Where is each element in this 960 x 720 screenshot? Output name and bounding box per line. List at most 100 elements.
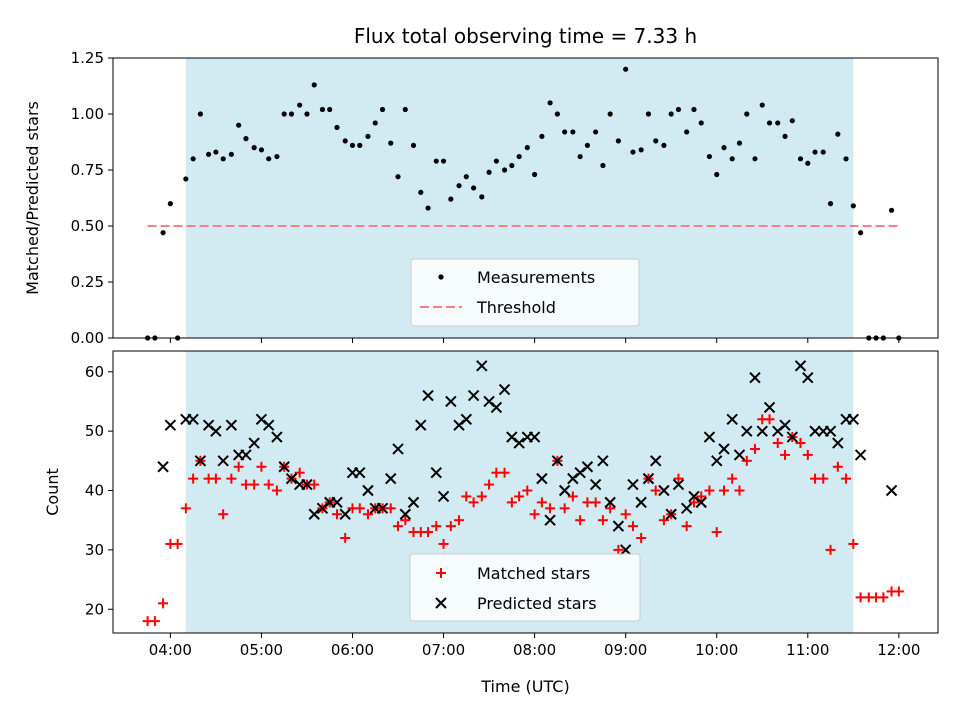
measurement-point [197, 111, 204, 117]
measurement-point [493, 158, 499, 164]
y-tick-label: 0.50 [71, 217, 104, 235]
measurement-point [653, 138, 659, 144]
predicted-star-point [339, 508, 351, 520]
predicted-star-point [331, 496, 343, 509]
predicted-star-point [544, 514, 556, 526]
predicted-star-point [741, 425, 753, 437]
predicted-star-point [445, 395, 457, 408]
measurement-point [251, 145, 257, 151]
matched-star-point [522, 485, 533, 496]
measurement-point [509, 162, 515, 169]
matched-star-point [454, 515, 465, 526]
measurement-points [145, 66, 902, 341]
measurement-point [843, 156, 849, 162]
matched-star-point [180, 503, 191, 514]
predicted-star-point [248, 437, 260, 449]
predicted-star-point [217, 455, 229, 467]
measurement-point [327, 106, 333, 113]
matched-star-point [764, 414, 775, 425]
top-y-axis-label: Matched/Predicted stars [23, 101, 42, 295]
measurement-point [630, 149, 636, 155]
predicted-star-point [385, 472, 397, 485]
predicted-star-point [779, 419, 791, 431]
measurement-point [395, 174, 401, 180]
predicted-star-point [157, 461, 169, 473]
matched-star-point [567, 491, 578, 502]
matched-star-point [802, 449, 813, 460]
measurement-point [827, 201, 834, 207]
matched-star-point [393, 521, 404, 532]
matched-star-point [506, 497, 517, 508]
predicted-star-point [225, 419, 238, 431]
measurement-point [698, 120, 704, 126]
measurement-point [532, 171, 538, 178]
measurement-point [607, 111, 613, 117]
matched-star-point [249, 479, 260, 490]
measurement-point [342, 138, 348, 144]
matched-star-point [294, 467, 305, 478]
matched-star-point [893, 586, 904, 597]
predicted-star-point [430, 466, 442, 479]
matched-star-point [559, 503, 570, 514]
legend-plus-glyph [436, 568, 446, 578]
measurement-point [645, 111, 652, 117]
legend-predicted-label: Predicted stars [477, 594, 597, 613]
measurement-point [266, 156, 272, 162]
measurement-point [486, 169, 492, 175]
measurement-point [516, 153, 522, 160]
predicted-star-point [422, 389, 434, 402]
matched-star-point [499, 467, 510, 478]
y-tick-label: 0.00 [71, 329, 104, 347]
top-panel-ticks: 0.00 0.25 0.50 0.75 1.00 1.25 [71, 49, 900, 347]
measurement-point [190, 156, 196, 162]
matched-star-point [772, 438, 783, 449]
x-tick-label: 06:00 [331, 641, 374, 659]
y-tick-label: 1.25 [71, 49, 104, 67]
bottom-panel-ticks: 20 30 40 50 60 04:00 05:00 06:00 07:00 08:00 09:00… [85, 363, 921, 659]
measurement-point [562, 129, 568, 135]
matched-star-point [188, 473, 199, 484]
predicted-star-point [809, 425, 821, 437]
matched-star-point [780, 449, 791, 460]
matched-star-point [484, 479, 495, 490]
measurement-point [213, 149, 219, 155]
measurement-point [782, 133, 788, 139]
measurement-point [714, 171, 720, 178]
measurement-point [470, 185, 477, 191]
measurement-point [524, 145, 530, 151]
bottom-panel: 20 30 40 50 60 04:00 05:00 06:00 07:00 08:00 09:00… [43, 350, 939, 696]
predicted-star-point [467, 389, 480, 402]
measurement-point [448, 196, 454, 202]
matched-star-point [172, 538, 183, 549]
predicted-star-point [733, 449, 746, 461]
matched-star-point [263, 479, 274, 490]
predicted-star-point [551, 455, 564, 467]
matched-star-point [627, 521, 638, 532]
matched-star-point [704, 485, 715, 496]
measurement-point [236, 122, 242, 128]
measurement-point [228, 151, 234, 157]
predicted-star-point [786, 431, 799, 443]
measurement-point [691, 106, 697, 113]
measurement-point [615, 138, 621, 144]
matched-star-point [340, 533, 351, 544]
measurement-point [402, 106, 408, 113]
matched-star-point [749, 443, 760, 454]
legend-matched-label: Matched stars [477, 564, 590, 583]
predicted-star-point [263, 419, 275, 431]
measurement-point [577, 153, 583, 160]
measurement-point [736, 140, 743, 146]
y-tick-label: 60 [85, 363, 104, 381]
matched-star-point [400, 515, 411, 526]
x-tick-label: 11:00 [786, 641, 829, 659]
predicted-star-point [604, 496, 616, 509]
measurement-point [593, 129, 599, 135]
measurement-point [661, 142, 667, 148]
predicted-star-point [399, 508, 412, 520]
predicted-star-point [437, 490, 450, 503]
predicted-star-point [756, 425, 768, 437]
matched-star-point [727, 473, 738, 484]
x-tick-label: 10:00 [695, 641, 738, 659]
bottom-legend: Matched stars Predicted stars [409, 553, 641, 622]
top-legend: Measurements Threshold [410, 258, 640, 327]
